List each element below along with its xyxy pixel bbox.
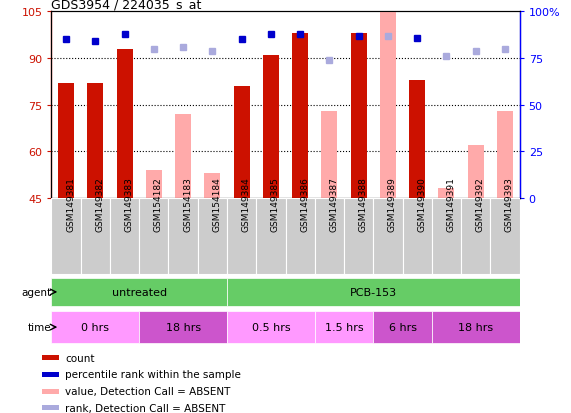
Bar xyxy=(175,114,191,198)
Bar xyxy=(51,198,81,275)
Text: 18 hrs: 18 hrs xyxy=(458,322,493,332)
Text: time: time xyxy=(28,322,51,332)
Bar xyxy=(292,34,308,198)
Text: GSM149393: GSM149393 xyxy=(505,177,514,232)
Text: 0.5 hrs: 0.5 hrs xyxy=(252,322,290,332)
Bar xyxy=(139,198,168,275)
Text: GSM149386: GSM149386 xyxy=(300,177,309,232)
Text: count: count xyxy=(65,353,94,363)
Text: GSM149385: GSM149385 xyxy=(271,177,280,232)
Bar xyxy=(42,372,59,377)
Text: GSM154184: GSM154184 xyxy=(212,177,222,232)
Bar xyxy=(227,198,256,275)
Text: percentile rank within the sample: percentile rank within the sample xyxy=(65,370,241,380)
Bar xyxy=(58,83,74,198)
Bar xyxy=(110,198,139,275)
Bar xyxy=(42,405,59,411)
Bar xyxy=(116,50,132,198)
Text: GSM149391: GSM149391 xyxy=(447,177,456,232)
Bar xyxy=(403,198,432,275)
Bar xyxy=(234,87,250,198)
Bar xyxy=(344,198,373,275)
Bar xyxy=(204,173,220,198)
Text: GSM149388: GSM149388 xyxy=(359,177,368,232)
Bar xyxy=(168,198,198,275)
Bar xyxy=(51,311,139,343)
Text: GSM149383: GSM149383 xyxy=(124,177,134,232)
Bar xyxy=(263,56,279,198)
Bar xyxy=(42,389,59,394)
Bar xyxy=(146,170,162,198)
Text: rank, Detection Call = ABSENT: rank, Detection Call = ABSENT xyxy=(65,403,226,413)
Bar xyxy=(286,198,315,275)
Bar xyxy=(139,311,227,343)
Text: 18 hrs: 18 hrs xyxy=(166,322,200,332)
Bar xyxy=(468,146,484,198)
Bar xyxy=(227,311,315,343)
Text: GSM149390: GSM149390 xyxy=(417,177,426,232)
Bar xyxy=(315,311,373,343)
Bar xyxy=(461,198,490,275)
Bar xyxy=(373,311,432,343)
Bar xyxy=(380,12,396,198)
Text: GSM149384: GSM149384 xyxy=(242,177,251,232)
Text: GSM149389: GSM149389 xyxy=(388,177,397,232)
Text: 6 hrs: 6 hrs xyxy=(388,322,417,332)
Bar xyxy=(256,198,286,275)
Text: GSM154183: GSM154183 xyxy=(183,177,192,232)
Bar xyxy=(198,198,227,275)
Bar xyxy=(373,198,403,275)
Bar xyxy=(51,278,227,306)
Bar xyxy=(432,198,461,275)
Bar xyxy=(81,198,110,275)
Bar xyxy=(351,34,367,198)
Bar xyxy=(321,112,337,198)
Bar xyxy=(227,278,520,306)
Text: agent: agent xyxy=(21,287,51,297)
Text: GSM149382: GSM149382 xyxy=(95,177,104,232)
Bar xyxy=(432,311,520,343)
Bar xyxy=(439,189,455,198)
Bar xyxy=(315,198,344,275)
Text: GSM149392: GSM149392 xyxy=(476,177,485,232)
Bar xyxy=(490,198,520,275)
Text: value, Detection Call = ABSENT: value, Detection Call = ABSENT xyxy=(65,386,230,396)
Bar xyxy=(409,81,425,198)
Text: 1.5 hrs: 1.5 hrs xyxy=(325,322,363,332)
Bar xyxy=(87,83,103,198)
Text: GSM149381: GSM149381 xyxy=(66,177,75,232)
Bar xyxy=(42,355,59,361)
Text: GSM149387: GSM149387 xyxy=(329,177,339,232)
Text: PCB-153: PCB-153 xyxy=(349,287,397,297)
Text: 0 hrs: 0 hrs xyxy=(81,322,109,332)
Text: GSM154182: GSM154182 xyxy=(154,177,163,232)
Bar xyxy=(497,112,513,198)
Text: untreated: untreated xyxy=(111,287,167,297)
Text: GDS3954 / 224035_s_at: GDS3954 / 224035_s_at xyxy=(51,0,202,11)
